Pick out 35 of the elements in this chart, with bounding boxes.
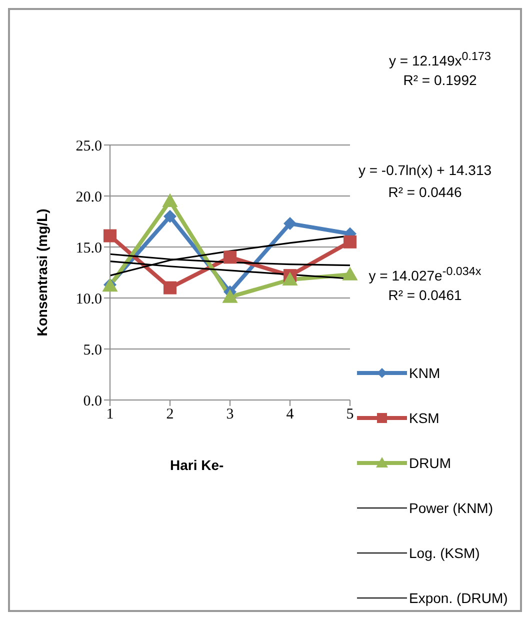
point xyxy=(104,229,116,242)
legend-label: KSM xyxy=(409,410,440,426)
text: R² = 0.0446 xyxy=(387,184,463,200)
point xyxy=(342,266,358,280)
x-tick-label: 4 xyxy=(286,406,294,423)
legend-label: DRUM xyxy=(409,454,451,470)
x-tick-label: 5 xyxy=(346,406,354,423)
point xyxy=(222,289,238,303)
point xyxy=(224,250,236,264)
text: y = 14.027e$^{-0.034x}$ xyxy=(368,265,482,284)
point xyxy=(164,210,176,223)
legend-label: Power (KNM) xyxy=(409,500,494,516)
legend-label: KNM xyxy=(409,364,440,380)
y-tick-label: 0.0 xyxy=(83,393,102,410)
point xyxy=(162,193,178,207)
y-tick-label: 25.0 xyxy=(76,138,102,154)
legend-label: Log. (KSM) xyxy=(409,544,480,560)
x-tick-label: 2 xyxy=(166,406,174,423)
legend-label: Expon. (DRUM) xyxy=(409,590,508,606)
text: R² = 0.1992 xyxy=(402,72,478,88)
y-tick-label: 15.0 xyxy=(76,240,102,256)
x-tick-label: 3 xyxy=(226,406,234,423)
point xyxy=(284,217,296,230)
y-tick-label: 20.0 xyxy=(76,189,102,206)
y-axis-title: Konsentrasi (mg/L) xyxy=(34,208,50,336)
text: R² = 0.0461 xyxy=(387,287,463,303)
point xyxy=(164,281,176,294)
y-tick-label: 10.0 xyxy=(76,291,102,308)
point xyxy=(344,235,356,248)
text: y = 12.149x$^{0.173}$ xyxy=(388,50,492,69)
text: y = -0.7ln(x) + 14.313 xyxy=(357,162,493,178)
point xyxy=(282,272,298,286)
x-axis-title: Hari Ke- xyxy=(170,457,224,473)
x-tick-label: 1 xyxy=(106,406,114,423)
y-tick-label: 5.0 xyxy=(83,342,102,358)
